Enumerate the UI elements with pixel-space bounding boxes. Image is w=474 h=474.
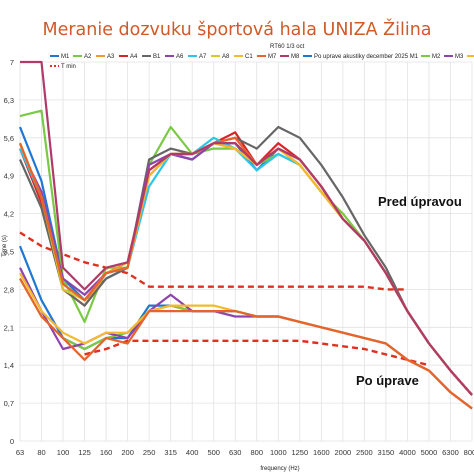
tmin-lines [19,231,430,367]
series-line-t-min-lower [84,339,430,367]
chart-title: Meranie dozvuku športová hala UNIZA Žili… [42,20,432,40]
y-tick-label: 5,6 [4,134,14,143]
x-tick-label: 125 [78,448,91,457]
legend-label: Po uprave akustiky december 2025 M1 [314,54,419,60]
annotation-after: Po úprave [356,373,419,388]
series-line-m8 [20,60,473,396]
series-line-b1 [18,125,473,396]
legend-label: A4 [130,54,138,60]
y-tick-label: 2,1 [4,323,14,332]
x-tick-label: 400 [186,448,199,457]
series-line-m5 [19,278,473,410]
x-tick-label: 100 [57,448,70,457]
legend-label: M7 [268,54,277,60]
x-tick-label: 4000 [399,448,416,457]
y-tick-label: 4,9 [4,172,14,181]
legend-label: M2 [432,54,441,60]
y-tick-label: 1,4 [4,361,14,370]
series-lines [18,60,473,410]
x-tick-label: 800 [251,448,264,457]
x-tick-label: 1000 [270,448,287,457]
y-tick-label: 7 [10,58,14,67]
x-tick-labels: 63 80 100 125 160 200 250 315 400 500 630 800 1000 12… [16,448,474,457]
y-tick-labels: 0 0,7 1,4 2,1 2,8 3,5 4,2 4,9 5,6 6,3 7 [4,58,14,446]
legend-label: B1 [153,54,161,60]
x-tick-label: 8000 [464,448,474,457]
legend: M1 A2 A3 A4 B1 A6 A7 A8 C1 M7 M8 Po uprave akustiky… [50,54,474,70]
legend-label: A2 [84,54,92,60]
legend-label: M1 [61,54,70,60]
legend-label: M8 [291,54,300,60]
y-tick-label: 0 [10,437,14,446]
x-tick-label: 1600 [313,448,330,457]
x-tick-label: 3150 [378,448,395,457]
x-tick-label: 2000 [335,448,352,457]
series-line-t-min [19,231,408,291]
x-tick-label: 2500 [356,448,373,457]
x-tick-label: 200 [121,448,134,457]
x-axis-label: frequency (Hz) [260,466,299,472]
legend-label: T min [61,64,76,70]
x-tick-label: 80 [37,448,45,457]
legend-label: A8 [222,54,230,60]
x-tick-label: 315 [164,448,177,457]
chart-subtitle: RT60 1/3 oct [270,44,305,50]
legend-label: A3 [107,54,115,60]
y-tick-label: 3,5 [4,248,14,257]
y-tick-label: 4,2 [4,210,14,219]
x-tick-label: 630 [229,448,242,457]
annotation-before: Pred úpravou [378,194,462,209]
y-tick-label: 6,3 [4,96,14,105]
x-tick-label: 500 [207,448,220,457]
y-tick-label: 0,7 [4,399,14,408]
x-tick-label: 1250 [291,448,308,457]
x-tick-label: 63 [16,448,24,457]
x-tick-label: 160 [100,448,113,457]
legend-label: A7 [199,54,207,60]
legend-label: A6 [176,54,184,60]
x-tick-label: 250 [143,448,156,457]
grid-lines [19,61,473,442]
legend-label: M3 [455,54,464,60]
legend-label: C1 [245,54,253,60]
x-tick-label: 5000 [421,448,438,457]
y-axis-label: Time (s) [2,235,8,257]
x-tick-label: 6300 [442,448,459,457]
y-tick-label: 2,8 [4,285,14,294]
